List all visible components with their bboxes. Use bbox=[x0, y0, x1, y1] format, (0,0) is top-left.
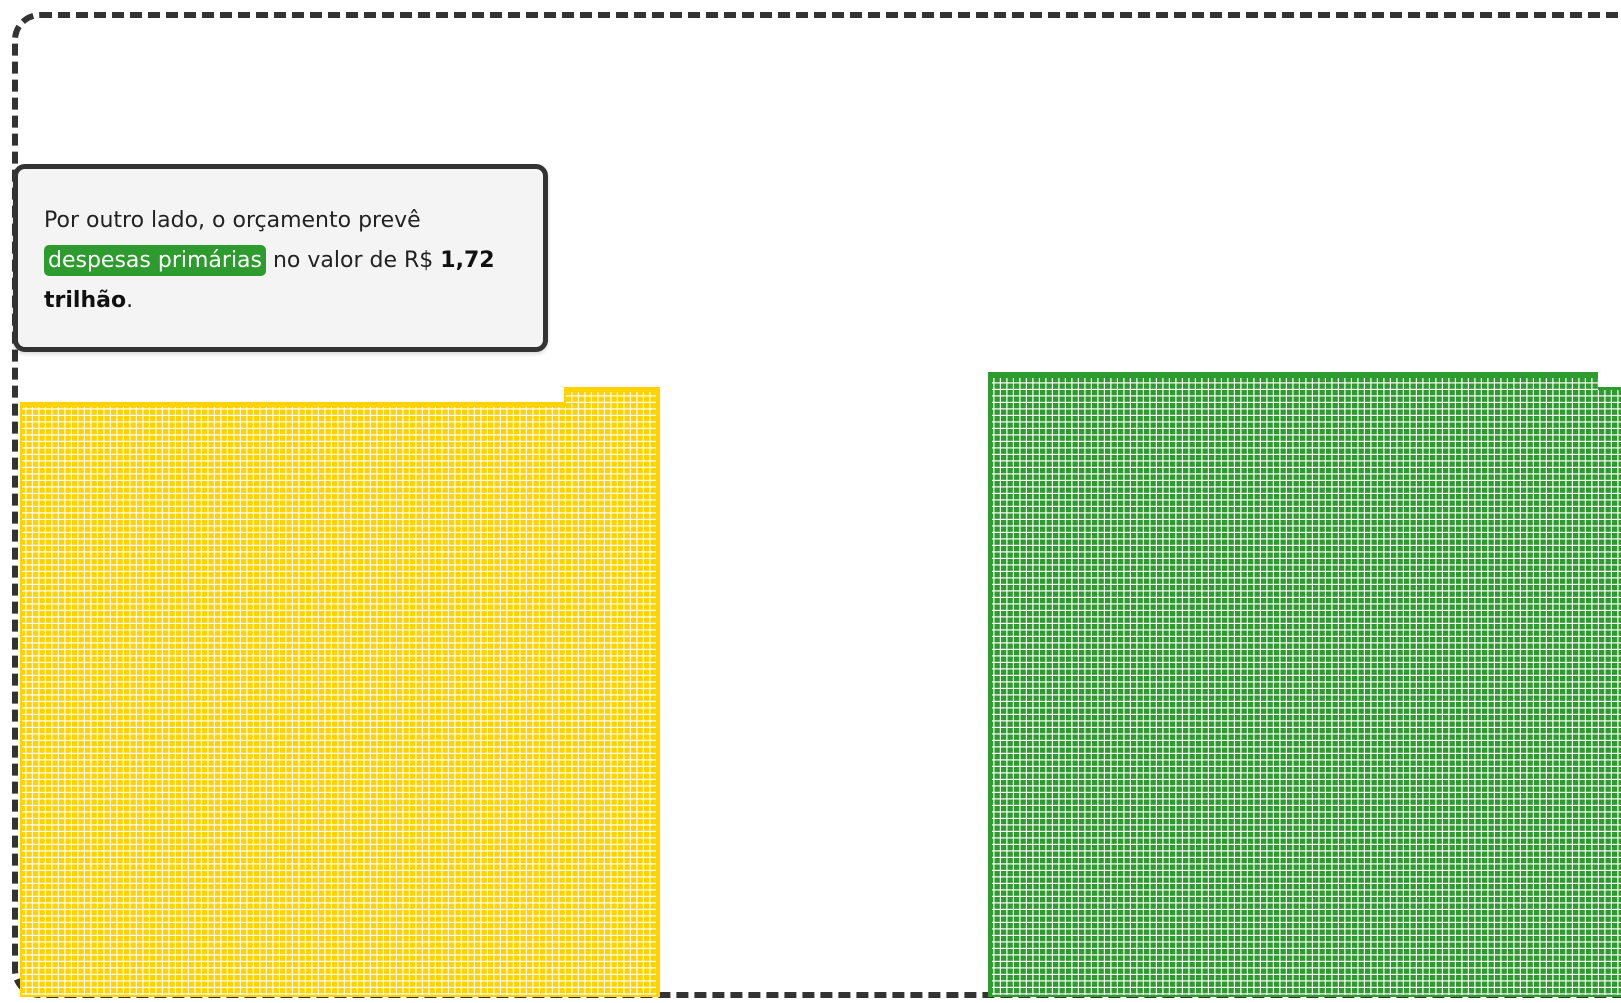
callout-amount: 1,72 trilhão bbox=[44, 248, 495, 313]
revenue-block-grid bbox=[22, 392, 656, 995]
callout-text-after: . bbox=[126, 288, 134, 313]
expense-block-grid bbox=[992, 378, 1621, 995]
dashed-frame bbox=[12, 12, 1621, 998]
callout-text-before: Por outro lado, o orçamento prevê bbox=[44, 208, 421, 233]
highlight-tag-despesas: despesas primárias bbox=[44, 245, 266, 276]
callout-text-middle: no valor de R$ bbox=[266, 248, 441, 273]
story-callout: Por outro lado, o orçamento prevê despes… bbox=[13, 164, 548, 352]
